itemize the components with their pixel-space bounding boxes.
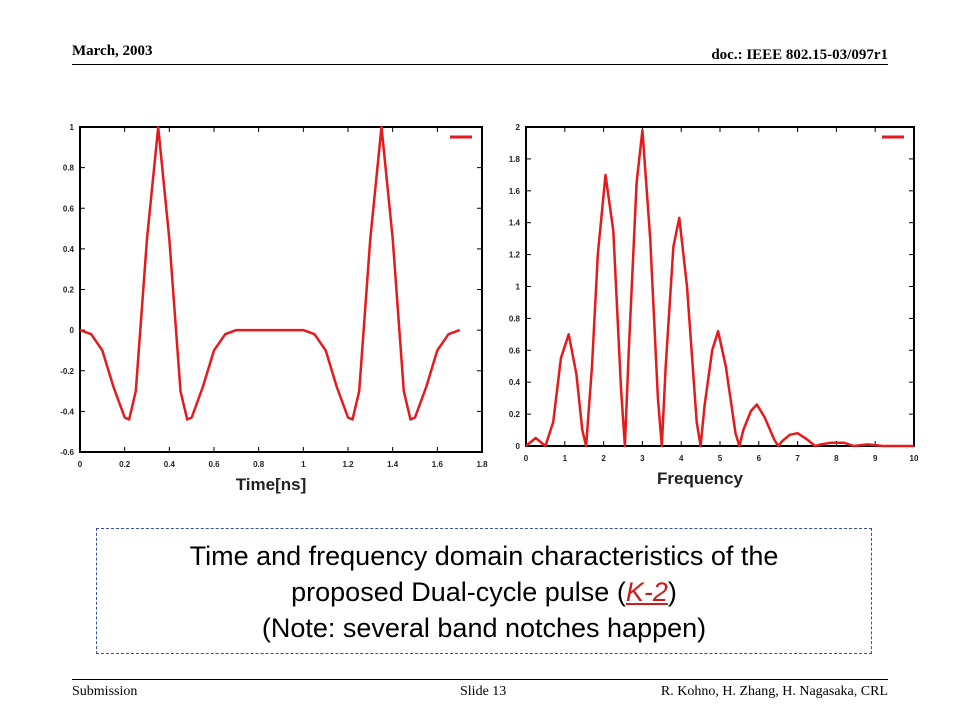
freq-ytick-label: 1.2 — [509, 251, 521, 260]
time-xtick-label: 1.4 — [387, 460, 399, 469]
freq-xtick-label: 8 — [834, 454, 839, 463]
time-xlabel: Time[ns] — [236, 475, 307, 494]
time-ytick-label: 0.6 — [63, 204, 75, 213]
freq-xtick-label: 2 — [601, 454, 606, 463]
freq-xtick-label: 1 — [563, 454, 568, 463]
freq-ytick-label: 1.4 — [509, 219, 521, 228]
freq-plot-frame — [525, 126, 915, 447]
freq-series-line — [525, 128, 914, 448]
footer-authors: R. Kohno, H. Zhang, H. Nagasaka, CRL — [660, 684, 888, 699]
time-xtick-label: 0.2 — [119, 460, 131, 469]
time-xtick-label: 0 — [78, 460, 83, 469]
caption-line-2-close: ) — [667, 577, 677, 607]
header-date: March, 2003 — [72, 43, 153, 59]
freq-ytick-label: 0.4 — [509, 378, 521, 387]
time-series-line — [79, 125, 461, 421]
freq-ytick-label: 0.2 — [509, 410, 521, 419]
time-xtick-label: 1 — [301, 460, 306, 469]
time-xtick-label: 0.8 — [253, 460, 265, 469]
time-domain-chart: 0 0.2 0.4 0.6 0.8 1 1.2 1.4 1.6 1.8 -0.6 -0.4 -0.2 0 0… — [60, 123, 488, 494]
freq-xtick-label: 0 — [524, 454, 529, 463]
time-xtick-label: 0.4 — [164, 460, 176, 469]
caption-line-2: proposed Dual-cycle pulse (K-2) — [97, 574, 871, 610]
time-ytick-label: 0.8 — [63, 164, 75, 173]
freq-xtick-label: 9 — [873, 454, 878, 463]
time-ytick-label: 1 — [70, 123, 75, 132]
time-xtick-label: 0.6 — [208, 460, 220, 469]
caption-line-1: Time and frequency domain characteristic… — [189, 541, 779, 571]
time-ytick-label: 0.2 — [63, 286, 75, 295]
freq-xlabel: Frequency — [657, 469, 744, 488]
freq-ytick-label: 1.6 — [509, 187, 521, 196]
time-xtick-label: 1.8 — [476, 460, 488, 469]
pulse-k2-link[interactable]: K-2 — [625, 577, 668, 607]
time-ytick-label: 0.4 — [63, 245, 75, 254]
time-xtick-label: 1.2 — [342, 460, 354, 469]
footer-divider — [72, 679, 888, 680]
time-ytick-label: 0 — [70, 326, 75, 335]
freq-ytick-label: 0.8 — [509, 314, 521, 323]
header-doc-id: doc.: IEEE 802.15-03/097r1 — [711, 47, 888, 63]
caption-line-3: (Note: several band notches happen) — [261, 613, 707, 643]
time-ytick-label: -0.4 — [60, 407, 74, 416]
freq-ytick-label: 2 — [516, 123, 521, 132]
time-ytick-label: -0.2 — [60, 367, 74, 376]
freq-ytick-label: 1.8 — [509, 155, 521, 164]
time-plot-frame — [79, 126, 483, 453]
freq-xtick-label: 5 — [718, 454, 723, 463]
freq-xtick-label: 6 — [757, 454, 762, 463]
freq-xtick-label: 4 — [679, 454, 684, 463]
freq-xtick-label: 7 — [795, 454, 800, 463]
freq-xtick-label: 3 — [640, 454, 645, 463]
freq-xtick-label: 10 — [910, 454, 919, 463]
freq-ytick-label: 0.6 — [509, 346, 521, 355]
freq-ytick-label: 0 — [516, 442, 521, 451]
freq-ytick-label: 1 — [516, 283, 521, 292]
footer-slide-number: Slide 13 — [460, 684, 507, 699]
header-divider — [72, 64, 888, 65]
footer-submission: Submission — [72, 684, 138, 699]
time-xtick-label: 1.6 — [432, 460, 444, 469]
caption-box: Time and frequency domain characteristic… — [96, 528, 872, 654]
frequency-domain-chart: 0 1 2 3 4 5 6 7 8 9 10 0 0.2 0.4 0.6 0.8 1 1.2 1.4 1.6 1.8 2 F… — [509, 123, 919, 488]
time-ytick-label: -0.6 — [60, 448, 74, 457]
caption-line-2-text: proposed Dual-cycle pulse ( — [291, 577, 626, 607]
